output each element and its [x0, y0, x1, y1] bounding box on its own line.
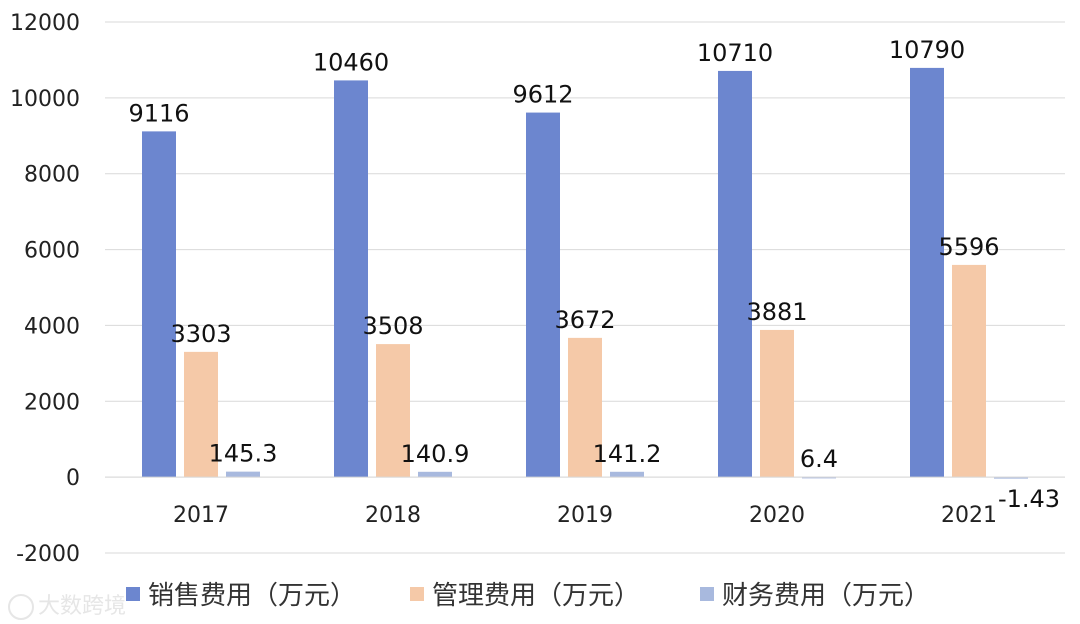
y-tick-label: 4000	[24, 314, 80, 339]
bar	[418, 471, 452, 478]
bar	[376, 344, 410, 478]
data-label: 141.2	[593, 440, 662, 468]
data-label: 10460	[313, 48, 389, 76]
data-label: 145.3	[209, 440, 278, 468]
bar	[718, 70, 752, 478]
y-tick-label: 0	[66, 466, 80, 491]
x-tick-label: 2020	[749, 503, 805, 528]
data-label: 9116	[128, 99, 189, 127]
bar	[226, 471, 260, 478]
data-label: -1.43	[998, 485, 1060, 513]
y-tick-label: -2000	[16, 542, 80, 567]
bar	[802, 476, 836, 479]
x-tick-label: 2018	[365, 503, 421, 528]
watermark-text: 大数跨境	[38, 594, 127, 619]
bar	[994, 477, 1028, 479]
x-tick-label: 2019	[557, 503, 613, 528]
data-label: 6.4	[800, 445, 838, 473]
bar	[526, 112, 560, 478]
data-label: 3303	[170, 320, 231, 348]
bar	[610, 471, 644, 478]
bar	[568, 337, 602, 478]
x-tick-label: 2021	[941, 503, 997, 528]
watermark: 大数跨境	[8, 588, 126, 620]
data-label: 9612	[512, 81, 573, 109]
y-tick-label: 8000	[24, 163, 80, 188]
data-label: 10790	[889, 36, 965, 64]
bar	[142, 131, 176, 478]
data-label: 10710	[697, 39, 773, 67]
bar	[760, 329, 794, 478]
legend-label: 财务费用（万元）	[722, 581, 930, 611]
legend-swatch	[700, 587, 714, 601]
legend-label: 管理费用（万元）	[432, 581, 640, 611]
legend-swatch	[410, 587, 424, 601]
data-label: 3508	[362, 312, 423, 340]
legend-label: 销售费用（万元）	[148, 581, 356, 611]
bar	[184, 351, 218, 478]
data-label: 5596	[938, 233, 999, 261]
y-tick-label: 2000	[24, 390, 80, 415]
y-tick-label: 12000	[10, 11, 80, 36]
y-tick-label: 10000	[10, 87, 80, 112]
bar	[334, 80, 368, 478]
watermark-logo-icon	[8, 594, 34, 620]
x-tick-label: 2017	[173, 503, 229, 528]
y-tick-label: 6000	[24, 239, 80, 264]
data-label: 3881	[746, 298, 807, 326]
bar	[910, 67, 944, 478]
data-label: 3672	[554, 306, 615, 334]
bar	[952, 264, 986, 478]
data-label: 140.9	[401, 440, 470, 468]
legend-swatch	[126, 587, 140, 601]
